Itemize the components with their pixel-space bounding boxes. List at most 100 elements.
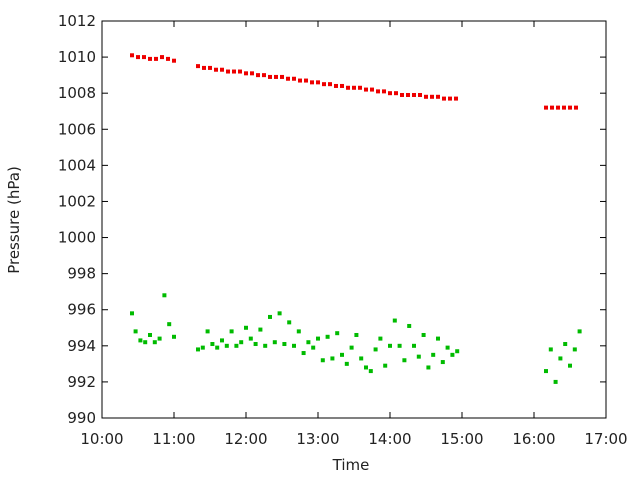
data-point [311,345,316,350]
data-point [572,347,577,352]
x-tick-label: 10:00 [80,430,123,448]
data-point [450,352,455,357]
data-point [130,311,134,316]
data-point [253,342,258,347]
data-point [304,78,308,83]
data-point [322,82,326,87]
data-point [298,78,302,83]
data-point [238,69,242,74]
data-point [416,354,421,359]
data-point [556,105,560,110]
data-point [274,74,278,79]
data-point [440,360,445,365]
plot-frame [101,20,607,419]
data-point [200,345,205,350]
y-tick-label: 1010 [58,48,96,66]
data-point [406,92,410,97]
y-axis-title: Pressure (hPa) [5,166,23,274]
data-point [152,340,157,345]
data-point [280,74,284,79]
data-point [383,363,388,368]
data-point [148,56,152,61]
data-point [330,356,335,361]
y-tick-label: 994 [67,337,96,355]
data-point [272,340,277,345]
data-point [232,69,236,74]
data-point [142,55,146,60]
data-point [215,345,220,350]
data-point [364,87,368,92]
data-point [250,71,254,76]
data-point [172,334,176,339]
y-tick-label: 1008 [58,84,96,102]
data-point [442,96,446,101]
data-point [202,65,206,70]
data-point [282,342,287,347]
data-point [301,351,306,356]
data-point [325,334,330,339]
data-point [262,73,266,78]
data-point [248,336,253,341]
y-tick-label: 1000 [58,229,96,247]
data-point [346,85,350,90]
x-axis: 10:00 11:00 12:00 13:00 14:00 15:00 16:00 17:00 [80,21,628,448]
data-point [558,356,563,361]
x-tick-label: 17:00 [584,430,627,448]
data-point [167,322,172,327]
data-point [368,369,373,374]
data-point [370,87,374,92]
data-point [226,69,230,74]
data-point [162,293,167,298]
data-point [553,379,558,384]
series-2 [130,293,582,384]
data-point [287,320,292,325]
data-point [196,347,200,352]
data-point [544,105,548,110]
data-point [310,80,314,85]
data-point [400,92,404,97]
data-point [224,343,229,348]
y-tick-label: 1002 [58,192,96,210]
data-point [388,91,392,96]
series-layer [130,53,582,384]
data-point [256,73,260,78]
data-point [392,318,397,323]
data-point [418,92,422,97]
data-point [138,338,143,343]
data-point [548,347,553,352]
x-axis-title: Time [332,456,370,474]
data-point [454,96,458,101]
x-tick-label: 11:00 [152,430,195,448]
y-tick-label: 996 [67,301,96,319]
x-tick-label: 12:00 [224,430,267,448]
data-point [349,345,354,350]
data-point [286,76,290,81]
data-point [292,343,296,348]
data-point [563,342,568,347]
y-tick-label: 1004 [58,156,96,174]
data-point [568,363,572,368]
x-tick-label: 16:00 [512,430,555,448]
data-point [136,55,140,60]
data-point [234,343,239,348]
data-point [382,89,386,94]
data-point [214,67,218,72]
y-tick-label: 1012 [58,12,96,30]
data-point [574,105,578,110]
data-point [421,332,426,337]
data-point [154,56,158,61]
data-point [364,365,368,370]
data-point [424,94,428,99]
data-point [220,67,224,72]
data-point [229,329,234,334]
data-point [244,325,248,330]
data-point [354,332,359,337]
y-tick-label: 992 [67,373,96,391]
data-point [292,76,296,81]
data-point [448,96,452,101]
y-tick-label: 998 [67,265,96,283]
data-point [431,352,436,357]
data-point [577,329,582,334]
data-point [148,332,152,337]
